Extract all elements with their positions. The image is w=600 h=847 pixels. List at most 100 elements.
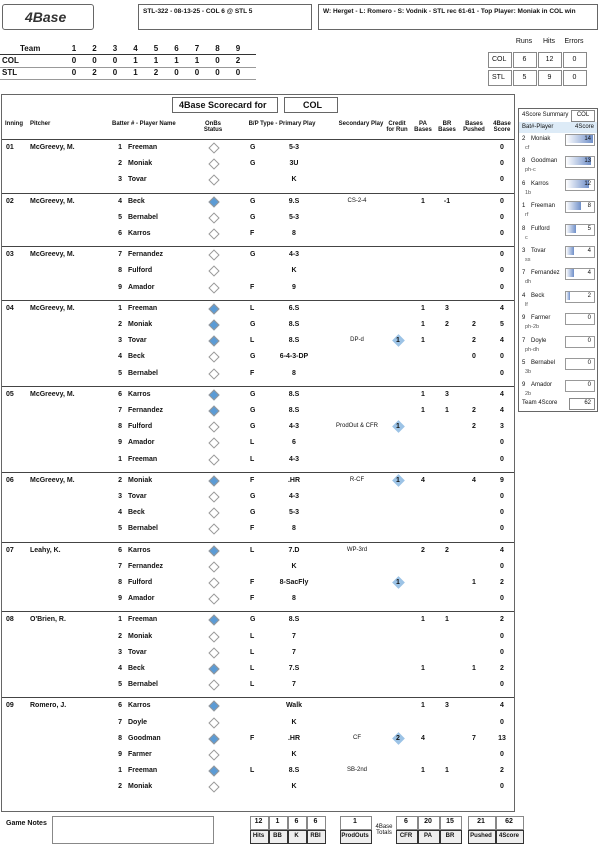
- bp-type: L: [250, 632, 255, 640]
- batter-name: Freeman: [128, 304, 158, 312]
- onbase-diamond: [208, 389, 220, 401]
- batter-name: Moniak: [128, 321, 153, 328]
- inning-header: 5: [153, 44, 159, 53]
- bp-type: G: [250, 321, 256, 328]
- bp-type: G: [250, 390, 256, 398]
- batter-name: Farmer: [128, 751, 152, 758]
- game-box: STL-322 - 08-13-25 - COL 6 @ STL 5: [138, 4, 312, 30]
- cell: [307, 816, 326, 830]
- batter-name: Fulford: [128, 579, 153, 586]
- inning-header: 6: [174, 44, 179, 53]
- bp-type: G: [250, 144, 256, 151]
- inning-runs: 1: [194, 56, 200, 65]
- pa-value: 2: [421, 546, 425, 554]
- cell: [340, 830, 372, 844]
- pushed-value: 2: [472, 407, 476, 414]
- inning: 08: [6, 616, 14, 624]
- bp-type: L: [250, 455, 255, 463]
- total-value: 21: [477, 818, 485, 825]
- score-value: 13: [498, 734, 506, 742]
- credit-value: 1: [396, 476, 400, 484]
- onbase-diamond: [208, 265, 220, 278]
- score-value: 0: [500, 751, 504, 758]
- col-score: 4Score: [575, 124, 595, 130]
- cell: [396, 830, 418, 844]
- pa-value: 1: [421, 337, 425, 345]
- bp-type: F: [250, 230, 255, 237]
- total-value: 6: [294, 818, 299, 825]
- onbase-diamond: [208, 614, 220, 627]
- primary-play: 6.S: [288, 304, 300, 312]
- batter-num: 1: [118, 455, 122, 463]
- totals-label: 4Base Totals: [375, 824, 393, 836]
- cell: [571, 110, 595, 122]
- pa-value: 1: [421, 390, 425, 398]
- cell: [538, 70, 562, 86]
- total-value: 6: [522, 56, 527, 63]
- cell: [563, 52, 587, 68]
- onbase-diamond: [208, 663, 220, 675]
- primary-play: K: [291, 267, 297, 275]
- player-num: 2: [522, 136, 526, 142]
- onbase-diamond: [208, 716, 220, 729]
- column-header: Credit for Run: [386, 121, 408, 133]
- batter-num: 7: [118, 562, 122, 570]
- primary-play: K: [291, 751, 297, 758]
- onbase-diamond: [208, 544, 220, 557]
- cell: [288, 830, 307, 844]
- score-value: 2: [500, 616, 504, 624]
- inning-runs: 0: [71, 68, 77, 77]
- cell: [496, 816, 524, 830]
- batter-name: Karros: [128, 702, 151, 710]
- rule: [0, 67, 256, 68]
- pitcher: Leahy, K.: [30, 546, 61, 554]
- total-value: 1: [353, 818, 357, 825]
- br-value: 3: [445, 390, 449, 398]
- inning: 01: [6, 144, 14, 151]
- cell: [340, 816, 372, 830]
- cell: [565, 290, 595, 303]
- player-pos: ph-2b: [525, 324, 540, 331]
- pushed-value: 2: [472, 337, 476, 345]
- batter-name: Tovar: [128, 648, 147, 656]
- cell: [538, 52, 562, 68]
- inning-rule: [2, 611, 514, 613]
- score-bar: [566, 247, 574, 255]
- batter-num: 9: [118, 595, 122, 603]
- onbase-diamond: [208, 647, 220, 659]
- batter-num: 4: [118, 353, 122, 361]
- totals-header: Runs: [515, 38, 533, 45]
- batter-name: Karros: [128, 546, 151, 554]
- score-value: 0: [500, 562, 504, 570]
- bp-type: G: [250, 493, 256, 500]
- cell: [396, 816, 418, 830]
- batter-num: 1: [118, 304, 122, 312]
- team-box: COL: [284, 97, 338, 113]
- batter-num: 1: [118, 144, 122, 151]
- primary-play: 8: [292, 525, 296, 533]
- score-value: 0: [500, 632, 504, 640]
- bp-type: G: [250, 213, 256, 221]
- score-value: 0: [500, 160, 504, 168]
- batter-num: 8: [118, 423, 122, 431]
- cell: [269, 830, 288, 844]
- batter-num: 6: [118, 546, 122, 554]
- br-value: 2: [445, 546, 449, 554]
- player-pos: 3b: [525, 369, 532, 375]
- primary-play: K: [291, 783, 297, 791]
- cell: [269, 816, 288, 830]
- batter-name: Beck: [128, 197, 145, 205]
- onbase-diamond: [208, 577, 220, 589]
- secondary-play: CS-2-4: [347, 197, 367, 204]
- cell: [288, 816, 307, 830]
- team-totals: Runs Hits Errors COL 6 12 0 STL 5 9 0: [488, 38, 587, 88]
- player-score: 0: [587, 315, 591, 322]
- player-pos: 2b: [525, 391, 532, 398]
- bp-type: F: [250, 369, 255, 377]
- br-value: 2: [445, 321, 449, 328]
- inning-runs: 2: [153, 68, 159, 77]
- total-value: 62: [505, 818, 513, 825]
- pa-value: 1: [421, 321, 425, 328]
- bp-type: G: [250, 616, 256, 624]
